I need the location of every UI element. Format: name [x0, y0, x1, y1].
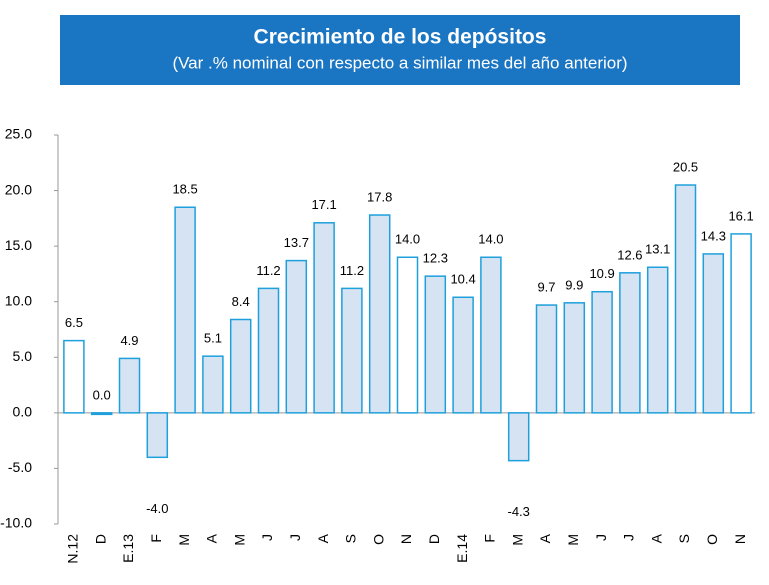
- x-tick-label: M: [509, 534, 525, 546]
- bar: [257, 287, 280, 414]
- x-tick-label: S: [343, 534, 359, 543]
- bar: [619, 272, 641, 414]
- bar: [202, 355, 224, 414]
- y-tick-label: 10.0: [5, 292, 32, 308]
- bar: [646, 266, 669, 414]
- header-box: [60, 15, 740, 85]
- bar: [285, 259, 308, 414]
- bar: [341, 287, 363, 414]
- value-label: 4.9: [120, 333, 138, 348]
- bar: [90, 412, 113, 416]
- value-label: 11.2: [256, 263, 280, 278]
- value-label: 17.1: [311, 197, 336, 212]
- x-tick-label: N: [732, 534, 748, 544]
- y-tick-label: 0.0: [13, 404, 33, 420]
- bar: [424, 275, 447, 414]
- x-tick-label: J: [621, 534, 637, 541]
- value-label: 9.7: [537, 279, 555, 294]
- x-tick-label: E.13: [120, 534, 136, 563]
- value-label: 16.1: [728, 208, 753, 223]
- value-label: 14.0: [478, 232, 503, 247]
- bar: [313, 222, 335, 414]
- bar: [674, 184, 697, 414]
- bar: [507, 412, 530, 462]
- value-label: -4.0: [146, 501, 168, 516]
- y-tick-label: -10.0: [0, 515, 32, 531]
- y-tick-label: 25.0: [5, 126, 32, 142]
- x-tick-label: F: [482, 534, 498, 543]
- value-label: 12.6: [617, 247, 642, 262]
- value-label: 0.0: [93, 387, 111, 402]
- value-label: 5.1: [204, 331, 222, 346]
- bar: [730, 233, 752, 414]
- value-label: 17.8: [367, 189, 392, 204]
- y-tick-label: 5.0: [13, 348, 33, 364]
- value-label: 14.0: [395, 232, 420, 247]
- value-label: 10.4: [450, 272, 475, 287]
- x-tick-label: J: [259, 534, 275, 541]
- value-label: 9.9: [565, 277, 583, 292]
- y-tick-label: -5.0: [8, 459, 32, 475]
- x-tick-label: M: [565, 534, 581, 546]
- bar: [396, 256, 419, 414]
- x-tick-label: O: [704, 534, 720, 545]
- y-tick-label: 15.0: [5, 237, 32, 253]
- bar: [591, 290, 613, 414]
- x-tick-label: A: [537, 533, 553, 543]
- chart-title: Crecimiento de los depósitos: [254, 26, 547, 49]
- x-tick-label: A: [648, 533, 664, 543]
- bar: [63, 339, 85, 414]
- x-tick-label: N.12: [65, 534, 81, 564]
- value-label: 14.3: [701, 228, 726, 243]
- bar: [480, 256, 502, 414]
- value-label: 12.3: [423, 251, 448, 266]
- value-label: 13.1: [645, 242, 670, 257]
- bar: [563, 302, 586, 414]
- x-tick-label: J: [287, 534, 303, 541]
- x-tick-label: A: [204, 533, 220, 543]
- value-label: -4.3: [507, 504, 529, 519]
- bar: [368, 214, 391, 414]
- bar: [452, 296, 474, 414]
- x-tick-label: M: [176, 534, 192, 546]
- x-tick-label: J: [593, 534, 609, 541]
- chart-subtitle: (Var .% nominal con respecto a similar m…: [172, 53, 627, 72]
- x-tick-label: D: [92, 534, 108, 544]
- bar: [229, 318, 252, 414]
- x-tick-label: S: [676, 534, 692, 543]
- x-tick-label: N: [398, 534, 414, 544]
- value-label: 18.5: [172, 182, 197, 197]
- value-label: 11.2: [340, 263, 364, 278]
- x-tick-label: M: [231, 534, 247, 546]
- x-tick-label: D: [426, 534, 442, 544]
- bar: [535, 304, 558, 414]
- value-label: 10.9: [589, 266, 614, 281]
- bar: [146, 412, 169, 459]
- value-label: 8.4: [232, 294, 250, 309]
- value-label: 13.7: [284, 235, 309, 250]
- value-label: 20.5: [673, 159, 698, 174]
- bar: [702, 253, 725, 414]
- bar: [118, 357, 141, 414]
- y-tick-label: 20.0: [5, 181, 32, 197]
- x-tick-label: O: [370, 534, 386, 545]
- x-tick-label: A: [315, 533, 331, 543]
- bar: [174, 206, 196, 414]
- value-label: 6.5: [65, 315, 83, 330]
- x-tick-label: F: [148, 534, 164, 543]
- x-tick-label: E.14: [454, 534, 470, 563]
